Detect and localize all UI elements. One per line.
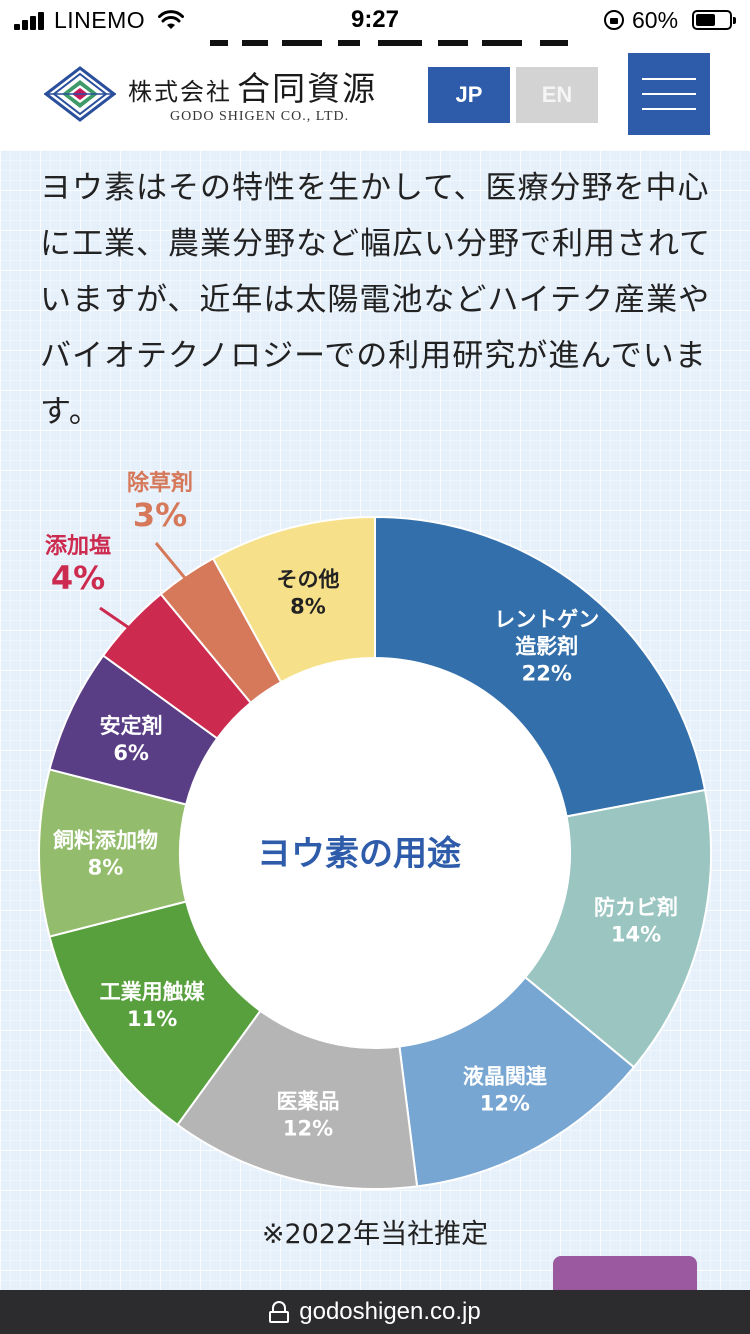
battery-icon bbox=[692, 10, 736, 30]
menu-line-icon bbox=[642, 78, 696, 80]
slice-label-2: 液晶関連 bbox=[463, 1065, 548, 1089]
slice-value-5: 8% bbox=[88, 856, 124, 880]
slice-value-4: 11% bbox=[127, 1007, 177, 1031]
scrolled-heading-fragment bbox=[210, 40, 570, 46]
slice-value-7: 4% bbox=[51, 559, 105, 597]
slice-value-9: 8% bbox=[290, 594, 326, 618]
carrier-name: LINEMO bbox=[54, 7, 146, 33]
slice-value-6: 6% bbox=[113, 741, 149, 765]
orientation-lock-icon bbox=[604, 10, 624, 30]
slice-value-3: 12% bbox=[283, 1117, 333, 1141]
donut-hole bbox=[180, 658, 570, 1048]
chart-title: ヨウ素の用途 bbox=[257, 834, 461, 874]
hamburger-menu-button[interactable] bbox=[628, 53, 710, 135]
company-name-ja[interactable]: 株式会社 合同資源 bbox=[128, 62, 377, 110]
menu-line-icon bbox=[642, 93, 696, 95]
slice-label-0: レントゲン bbox=[494, 607, 599, 631]
company-type-label: 株式会社 bbox=[128, 78, 232, 106]
company-name-label: 合同資源 bbox=[237, 69, 378, 108]
chart-source-note: ※2022年当社推定 bbox=[261, 1219, 489, 1250]
slice-label-3: 医薬品 bbox=[276, 1090, 339, 1114]
callout-line-7 bbox=[99, 606, 153, 645]
site-header: 株式会社 合同資源 GODO SHIGEN CO., LTD. JP EN bbox=[0, 40, 750, 150]
slice-value-0: 22% bbox=[522, 661, 572, 685]
clock-time: 9:27 bbox=[350, 6, 400, 33]
slice-label-5: 飼料添加物 bbox=[52, 829, 158, 853]
slice-value-1: 14% bbox=[611, 923, 661, 947]
company-name-en: GODO SHIGEN CO., LTD. bbox=[170, 109, 350, 124]
battery-percent: 60% bbox=[632, 7, 679, 33]
lang-jp-button[interactable]: JP bbox=[428, 67, 510, 123]
slice-label-6: 安定剤 bbox=[100, 714, 163, 738]
cellular-signal-icon bbox=[14, 12, 48, 30]
company-logo-icon[interactable] bbox=[44, 66, 116, 122]
callout-line-8 bbox=[154, 542, 205, 601]
slice-label-0-1: 造影剤 bbox=[515, 634, 578, 658]
status-bar: LINEMO 9:27 60% bbox=[0, 0, 750, 40]
floating-action-button[interactable] bbox=[553, 1256, 697, 1296]
browser-url-bar[interactable]: godoshigen.co.jp bbox=[0, 1290, 750, 1334]
slice-value-8: 3% bbox=[133, 496, 187, 534]
lang-en-button[interactable]: EN bbox=[516, 67, 598, 123]
menu-line-icon bbox=[642, 108, 696, 110]
url-text: godoshigen.co.jp bbox=[299, 1298, 481, 1325]
slice-label-4: 工業用触媒 bbox=[100, 980, 206, 1004]
lock-icon bbox=[269, 1301, 290, 1323]
iodine-description: ヨウ素はその特性を生かして、医療分野を中心に工業、農業分野など幅広い分野で利用さ… bbox=[40, 170, 712, 430]
wifi-icon bbox=[158, 10, 184, 29]
slice-value-2: 12% bbox=[480, 1092, 530, 1116]
slice-label-8: 除草剤 bbox=[127, 470, 193, 496]
slice-label-7: 添加塩 bbox=[45, 533, 111, 559]
slice-label-1: 防カビ剤 bbox=[594, 896, 678, 920]
slice-label-9: その他 bbox=[276, 567, 339, 591]
